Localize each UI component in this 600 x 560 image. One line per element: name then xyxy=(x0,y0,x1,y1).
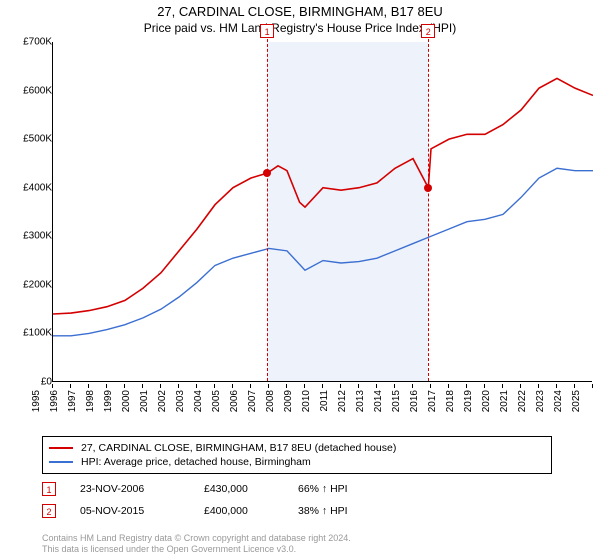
chart-title: 27, CARDINAL CLOSE, BIRMINGHAM, B17 8EU xyxy=(0,4,600,19)
sale-pct: 38% ↑ HPI xyxy=(298,505,378,517)
y-tick-label: £400K xyxy=(23,182,52,193)
footer-line1: Contains HM Land Registry data © Crown c… xyxy=(42,533,351,545)
footer-line2: This data is licensed under the Open Gov… xyxy=(42,544,351,556)
marker-line xyxy=(428,24,429,381)
line-series xyxy=(53,42,593,382)
series-hpi xyxy=(53,168,593,336)
y-tick-label: £200K xyxy=(23,279,52,290)
sales-rows: 1 23-NOV-2006 £430,000 66% ↑ HPI 2 05-NOV-201… xyxy=(42,482,552,518)
chart-area: £0£100K£200K£300K£400K£500K£600K£700K 12… xyxy=(4,42,596,432)
sale-badge: 1 xyxy=(42,482,56,496)
marker-badge: 1 xyxy=(260,24,274,38)
y-axis: £0£100K£200K£300K£400K£500K£600K£700K xyxy=(4,42,52,382)
chart-title-block: 27, CARDINAL CLOSE, BIRMINGHAM, B17 8EU … xyxy=(0,0,600,35)
marker-dot xyxy=(424,184,432,192)
y-tick-label: £600K xyxy=(23,85,52,96)
x-axis: 1995199619971998199920002001200220032004… xyxy=(52,384,592,432)
legend-row: 27, CARDINAL CLOSE, BIRMINGHAM, B17 8EU … xyxy=(49,441,545,455)
sale-pct: 66% ↑ HPI xyxy=(298,483,378,495)
legend-swatch xyxy=(49,447,73,449)
legend-label: 27, CARDINAL CLOSE, BIRMINGHAM, B17 8EU … xyxy=(81,442,396,454)
y-tick-label: £700K xyxy=(23,37,52,48)
sale-row: 2 05-NOV-2015 £400,000 38% ↑ HPI xyxy=(42,504,552,518)
marker-line xyxy=(267,24,268,381)
legend-box: 27, CARDINAL CLOSE, BIRMINGHAM, B17 8EU … xyxy=(42,436,552,474)
series-property xyxy=(53,78,593,314)
plot-area: 12 xyxy=(52,42,592,382)
sale-price: £400,000 xyxy=(204,505,274,517)
sale-price: £430,000 xyxy=(204,483,274,495)
legend-and-sales: 27, CARDINAL CLOSE, BIRMINGHAM, B17 8EU … xyxy=(42,436,552,518)
y-tick-label: £300K xyxy=(23,231,52,242)
sale-date: 23-NOV-2006 xyxy=(80,483,180,495)
y-tick-label: £100K xyxy=(23,328,52,339)
marker-dot xyxy=(263,169,271,177)
y-tick-label: £0 xyxy=(41,377,52,388)
sale-row: 1 23-NOV-2006 £430,000 66% ↑ HPI xyxy=(42,482,552,496)
marker-badge: 2 xyxy=(421,24,435,38)
sale-date: 05-NOV-2015 xyxy=(80,505,180,517)
chart-subtitle: Price paid vs. HM Land Registry's House … xyxy=(0,21,600,35)
footer-attribution: Contains HM Land Registry data © Crown c… xyxy=(42,533,351,556)
sale-badge: 2 xyxy=(42,504,56,518)
legend-label: HPI: Average price, detached house, Birm… xyxy=(81,456,311,468)
legend-row: HPI: Average price, detached house, Birm… xyxy=(49,455,545,469)
legend-swatch xyxy=(49,461,73,463)
y-tick-label: £500K xyxy=(23,134,52,145)
x-tick-label: 2025 xyxy=(571,390,600,412)
